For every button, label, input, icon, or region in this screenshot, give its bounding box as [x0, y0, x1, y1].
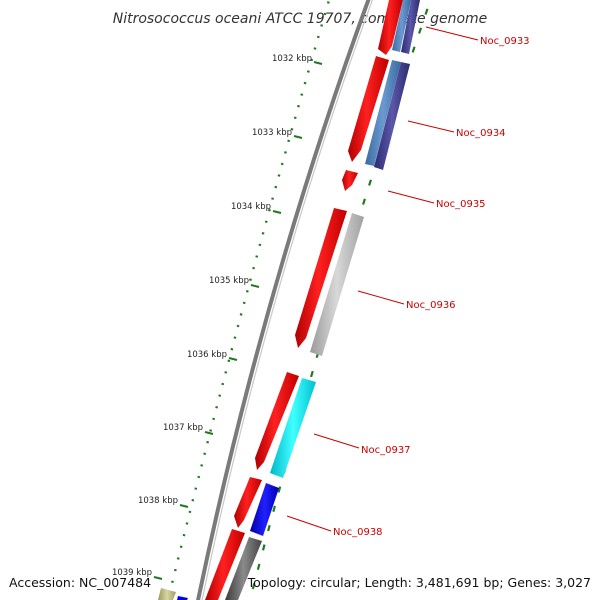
backbone-ring [196, 0, 371, 600]
gene-noc-0934[interactable] [348, 56, 410, 170]
cds-arrow[interactable] [295, 208, 347, 348]
feature-bar-blue[interactable] [177, 596, 188, 600]
gene-label-noc-0934[interactable]: Noc_0934 [456, 128, 506, 139]
accession-text: Accession: NC_007484 [9, 575, 151, 590]
feature-bar[interactable] [225, 537, 262, 600]
tick-dotted-arc [166, 0, 331, 600]
cds-arrow[interactable] [234, 477, 262, 528]
tick-1039: 1039 kbp [112, 568, 163, 580]
tick-label: 1032 kbp [272, 54, 312, 64]
cds-arrow[interactable] [342, 170, 358, 191]
feature-bar[interactable] [310, 213, 364, 356]
tick-1035: 1035 kbp [209, 276, 260, 288]
tick-label: 1036 kbp [187, 350, 227, 360]
feature-bar[interactable] [270, 378, 316, 478]
tick-label: 1037 kbp [163, 423, 203, 433]
gene-noc-0936[interactable] [295, 208, 364, 356]
tick-label: 1039 kbp [112, 568, 152, 578]
gene-label-noc-0937[interactable]: Noc_0937 [361, 445, 411, 456]
gene-label-noc-0938[interactable]: Noc_0938 [333, 527, 383, 538]
gene-noc-0935[interactable] [342, 170, 358, 191]
tick-label: 1034 kbp [231, 202, 271, 212]
gene-labels: Noc_0933 Noc_0934 Noc_0935 Noc_0936 Noc_… [286, 26, 530, 538]
genome-summary-text: Topology: circular; Length: 3,481,691 bp… [247, 575, 591, 590]
map-title: Nitrosococcus oceani ATCC 19707, complet… [113, 11, 488, 27]
cds-arrow[interactable] [378, 0, 403, 55]
gene-label-noc-0936[interactable]: Noc_0936 [406, 300, 456, 311]
gene-label-noc-0935[interactable]: Noc_0935 [436, 199, 486, 210]
tick-1038: 1038 kbp [138, 496, 189, 508]
cds-arrow[interactable] [205, 529, 245, 600]
feature-bar[interactable] [365, 60, 401, 166]
tick-1034: 1034 kbp [231, 202, 282, 214]
tick-1037: 1037 kbp [163, 423, 214, 435]
gene-next-partial[interactable] [158, 529, 262, 600]
tick-label: 1038 kbp [138, 496, 178, 506]
cds-arrow[interactable] [348, 56, 389, 162]
tick-label: 1033 kbp [252, 128, 292, 138]
tick-1036: 1036 kbp [187, 350, 238, 361]
tick-label: 1035 kbp [209, 276, 249, 286]
cds-arrow[interactable] [255, 372, 299, 470]
tick-scale: 1032 kbp 1033 kbp 1034 kbp 1035 kbp 1036… [112, 0, 331, 600]
feature-bar-olive[interactable] [158, 588, 176, 600]
tick-1032: 1032 kbp [272, 54, 323, 65]
gene-label-noc-0933[interactable]: Noc_0933 [480, 36, 530, 47]
feature-bar-outer[interactable] [401, 0, 420, 54]
tick-1033: 1033 kbp [252, 128, 303, 139]
feature-bar[interactable] [250, 483, 279, 536]
feature-bar-outer[interactable] [374, 62, 410, 170]
feature-bar[interactable] [392, 0, 411, 52]
gene-noc-0937[interactable] [255, 372, 316, 478]
gene-noc-0938[interactable] [234, 477, 279, 536]
gene-noc-0933[interactable] [378, 0, 420, 55]
